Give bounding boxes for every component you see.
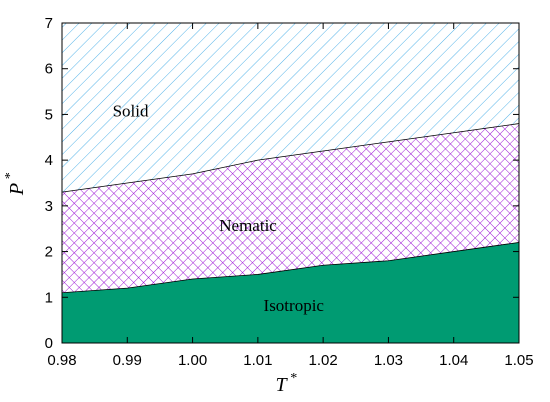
- region-label-solid: Solid: [113, 102, 149, 121]
- x-axis-label-symbol: T: [275, 374, 288, 396]
- y-tick-label: 1: [45, 289, 53, 306]
- y-tick-label: 3: [45, 198, 53, 215]
- y-tick-label: 6: [45, 61, 53, 78]
- isotropic-nematic-boundary: [61, 242, 520, 294]
- x-tick-label: 0.99: [113, 352, 142, 369]
- region-label-nematic: Nematic: [219, 216, 277, 235]
- x-tick-label: 1.01: [243, 352, 272, 369]
- y-tick-label: 2: [45, 244, 53, 261]
- x-tick-label: 1.03: [374, 352, 403, 369]
- x-axis-label: T *: [275, 371, 296, 396]
- x-tick-label: 1.05: [504, 352, 533, 369]
- y-axis-label-symbol: P: [6, 183, 28, 196]
- solid-region: [62, 23, 519, 193]
- y-axis-label: P*: [3, 173, 28, 196]
- y-axis-ticks: 0 1 2 3 4 5 6 7: [45, 15, 519, 352]
- y-tick-label: 0: [45, 335, 53, 352]
- x-tick-label: 1.02: [309, 352, 338, 369]
- x-axis-label-superscript: *: [290, 371, 297, 386]
- phase-regions: [61, 23, 520, 343]
- region-label-isotropic: Isotropic: [264, 296, 325, 315]
- x-tick-label: 1.04: [439, 352, 468, 369]
- plot-frame: [61, 22, 520, 344]
- x-tick-label: 1.00: [178, 352, 207, 369]
- isotropic-region: [62, 242, 519, 343]
- y-tick-label: 4: [45, 152, 53, 169]
- y-axis-label-superscript: *: [3, 173, 18, 180]
- nematic-solid-boundary: [61, 123, 520, 193]
- x-tick-label: 0.98: [47, 352, 76, 369]
- nematic-region: [62, 123, 519, 293]
- y-tick-label: 5: [45, 106, 53, 123]
- y-tick-label: 7: [45, 15, 53, 32]
- x-axis-ticks: 0.98 0.99 1.00 1.01 1.02 1.03 1.04 1.05: [47, 23, 534, 369]
